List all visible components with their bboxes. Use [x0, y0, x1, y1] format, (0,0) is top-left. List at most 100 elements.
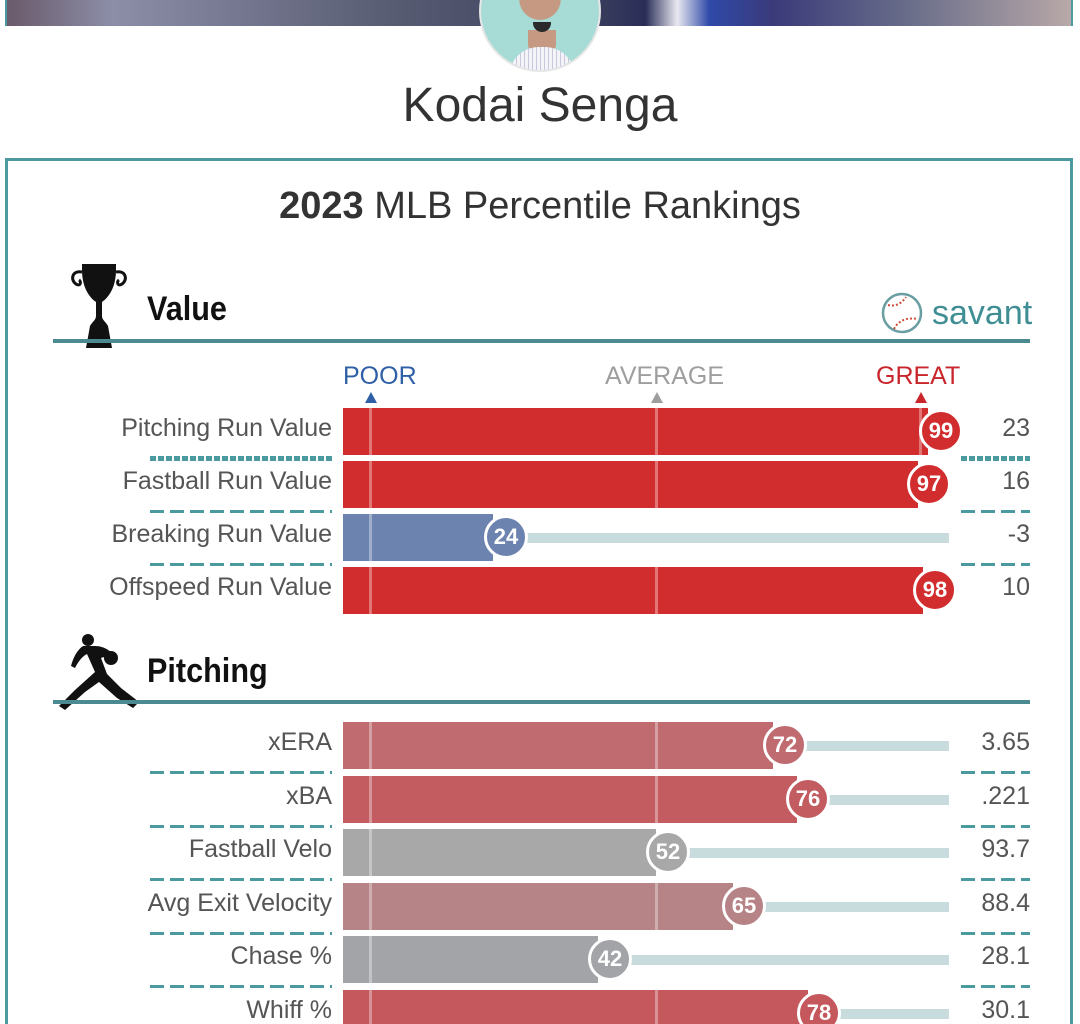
average-gridline	[655, 408, 658, 455]
percentile-bar	[343, 461, 918, 508]
average-arrow-icon	[651, 392, 663, 403]
value-section-rule	[53, 339, 1030, 343]
metric-label: Avg Exit Velocity	[147, 889, 332, 917]
pitcher-icon	[59, 634, 139, 710]
percentile-bar	[343, 990, 808, 1024]
percentile-bubble: 76	[786, 777, 830, 821]
percentile-bubble: 65	[722, 884, 766, 928]
average-gridline	[655, 883, 658, 930]
poor-gridline	[369, 722, 372, 769]
rankings-card	[5, 158, 1073, 1024]
percentile-bubble: 72	[763, 723, 807, 767]
card-title-year: 2023	[279, 185, 364, 227]
average-gridline	[655, 722, 658, 769]
metric-value: 28.1	[981, 942, 1030, 970]
percentile-bar	[343, 776, 797, 823]
card-title: 2023 MLB Percentile Rankings	[0, 185, 1080, 228]
row-divider	[150, 985, 332, 988]
scale-label-poor: POOR	[343, 362, 417, 390]
row-divider	[150, 878, 332, 881]
trophy-icon	[71, 264, 127, 348]
metric-value: 30.1	[981, 996, 1030, 1024]
poor-gridline	[369, 567, 372, 614]
percentile-track	[343, 533, 949, 543]
average-gridline	[655, 567, 658, 614]
metric-label: Breaking Run Value	[111, 520, 332, 548]
metric-row-whiff-pct[interactable]: Whiff % 78 30.1	[0, 990, 1080, 1024]
row-divider	[961, 510, 1030, 513]
row-divider	[150, 563, 332, 566]
average-gridline	[655, 990, 658, 1024]
card-title-text: MLB Percentile Rankings	[363, 185, 801, 227]
poor-gridline	[369, 461, 372, 508]
row-divider	[961, 932, 1030, 935]
player-avatar	[479, 0, 601, 72]
row-divider	[150, 825, 332, 828]
poor-gridline	[369, 990, 372, 1024]
metric-row-breaking-run-value[interactable]: Breaking Run Value 24 -3	[0, 514, 1080, 561]
metric-row-fastball-run-value[interactable]: Fastball Run Value 97 16	[0, 461, 1080, 508]
row-divider	[150, 771, 332, 774]
row-divider	[150, 932, 332, 935]
metric-row-avg-exit-velocity[interactable]: Avg Exit Velocity 65 88.4	[0, 883, 1080, 930]
metric-row-pitching-run-value[interactable]: Pitching Run Value 99 23	[0, 408, 1080, 455]
savant-brand-text: savant	[932, 293, 1033, 332]
percentile-bubble: 97	[907, 462, 951, 506]
row-divider	[961, 825, 1030, 828]
avatar-beard	[533, 22, 551, 32]
metric-label: Pitching Run Value	[121, 414, 332, 442]
percentile-bar	[343, 829, 656, 876]
metric-value: 93.7	[981, 835, 1030, 863]
row-divider	[961, 771, 1030, 774]
percentile-bubble: 78	[797, 991, 841, 1024]
percentile-bubble: 99	[919, 409, 963, 453]
metric-label: Offspeed Run Value	[109, 573, 332, 601]
percentile-bubble: 42	[588, 937, 632, 981]
metric-row-offspeed-run-value[interactable]: Offspeed Run Value 98 10	[0, 567, 1080, 614]
poor-gridline	[369, 829, 372, 876]
metric-value: 3.65	[981, 728, 1030, 756]
row-divider	[150, 456, 332, 461]
scale-label-great: GREAT	[876, 362, 961, 390]
metric-label: Whiff %	[246, 996, 332, 1024]
metric-value: 88.4	[981, 889, 1030, 917]
percentile-bar	[343, 408, 928, 455]
metric-value: 23	[1002, 414, 1030, 442]
poor-gridline	[369, 936, 372, 983]
metric-row-xera[interactable]: xERA 72 3.65	[0, 722, 1080, 769]
baseball-icon	[881, 292, 923, 334]
metric-row-xba[interactable]: xBA 76 .221	[0, 776, 1080, 823]
metric-label: Chase %	[230, 942, 332, 970]
percentile-bar	[343, 567, 923, 614]
metric-row-chase-pct[interactable]: Chase % 42 28.1	[0, 936, 1080, 983]
percentile-bar	[343, 514, 493, 561]
great-arrow-icon	[915, 392, 927, 403]
percentile-bubble: 52	[646, 830, 690, 874]
poor-gridline	[369, 408, 372, 455]
metric-row-fastball-velo[interactable]: Fastball Velo 52 93.7	[0, 829, 1080, 876]
poor-gridline	[369, 776, 372, 823]
metric-label: xBA	[286, 782, 332, 810]
metric-label: xERA	[268, 728, 332, 756]
avatar-jersey	[509, 47, 575, 70]
metric-value: -3	[1007, 520, 1030, 548]
average-gridline	[655, 776, 658, 823]
metric-label: Fastball Run Value	[122, 467, 332, 495]
pitching-section-rule	[53, 700, 1030, 704]
percentile-track	[343, 955, 949, 965]
row-divider	[961, 456, 1030, 461]
percentile-bar	[343, 722, 773, 769]
row-divider	[961, 563, 1030, 566]
poor-arrow-icon	[365, 392, 377, 403]
percentile-bubble: 98	[913, 568, 957, 612]
savant-logo[interactable]: savant	[880, 291, 1032, 335]
scale-label-average: AVERAGE	[605, 362, 725, 390]
row-divider	[150, 510, 332, 513]
metric-value: .221	[981, 782, 1030, 810]
percentile-bubble: 24	[484, 515, 528, 559]
percentile-bar	[343, 883, 733, 930]
metric-value: 16	[1002, 467, 1030, 495]
poor-gridline	[369, 514, 372, 561]
metric-value: 10	[1002, 573, 1030, 601]
